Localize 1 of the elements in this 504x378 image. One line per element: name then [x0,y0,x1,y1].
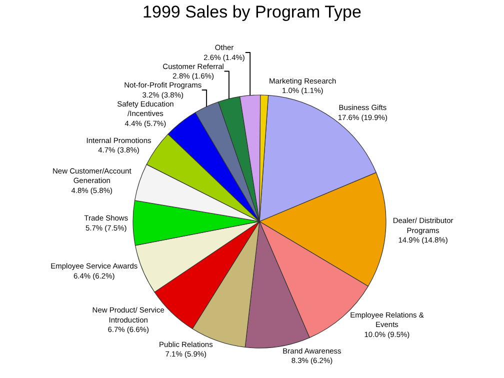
chart-title: 1999 Sales by Program Type [142,2,362,22]
